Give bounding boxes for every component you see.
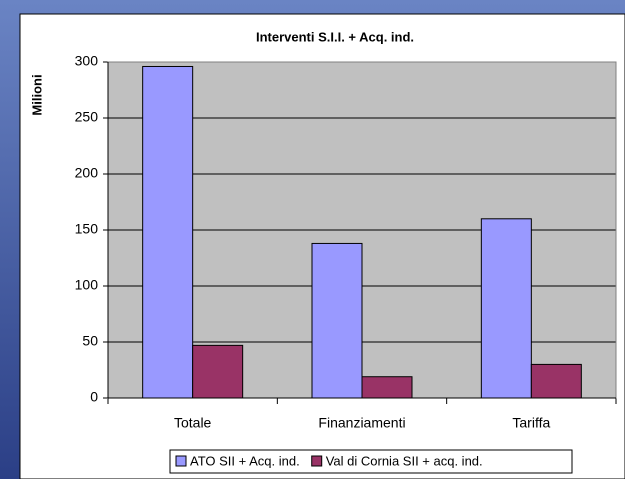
bar <box>480 218 532 399</box>
bar <box>142 65 194 399</box>
y-tick-label: 200 <box>75 165 99 181</box>
y-tick-label: 150 <box>75 221 99 237</box>
legend-swatch <box>311 455 323 467</box>
y-tick-label: 300 <box>75 53 99 69</box>
x-tick-label: Finanziamenti <box>318 415 405 431</box>
legend-label: Val di Cornia SII + acq. ind. <box>326 453 483 468</box>
chart-title: Interventi S.I.I. + Acq. ind. <box>256 29 414 44</box>
y-tick-label: 250 <box>75 109 99 125</box>
legend <box>169 449 573 474</box>
bar <box>530 363 582 399</box>
y-tick-label: 0 <box>90 389 98 405</box>
bar <box>311 242 363 399</box>
x-tick-label: Totale <box>174 415 212 431</box>
legend-label: ATO SII + Acq. ind. <box>190 453 300 468</box>
x-tick-label: Tariffa <box>512 415 550 431</box>
y-tick-label: 100 <box>75 277 99 293</box>
y-tick-label: 50 <box>82 333 98 349</box>
bar <box>361 376 413 399</box>
y-axis-label: Milioni <box>29 74 44 115</box>
bar <box>192 344 244 399</box>
legend-swatch <box>175 455 187 467</box>
